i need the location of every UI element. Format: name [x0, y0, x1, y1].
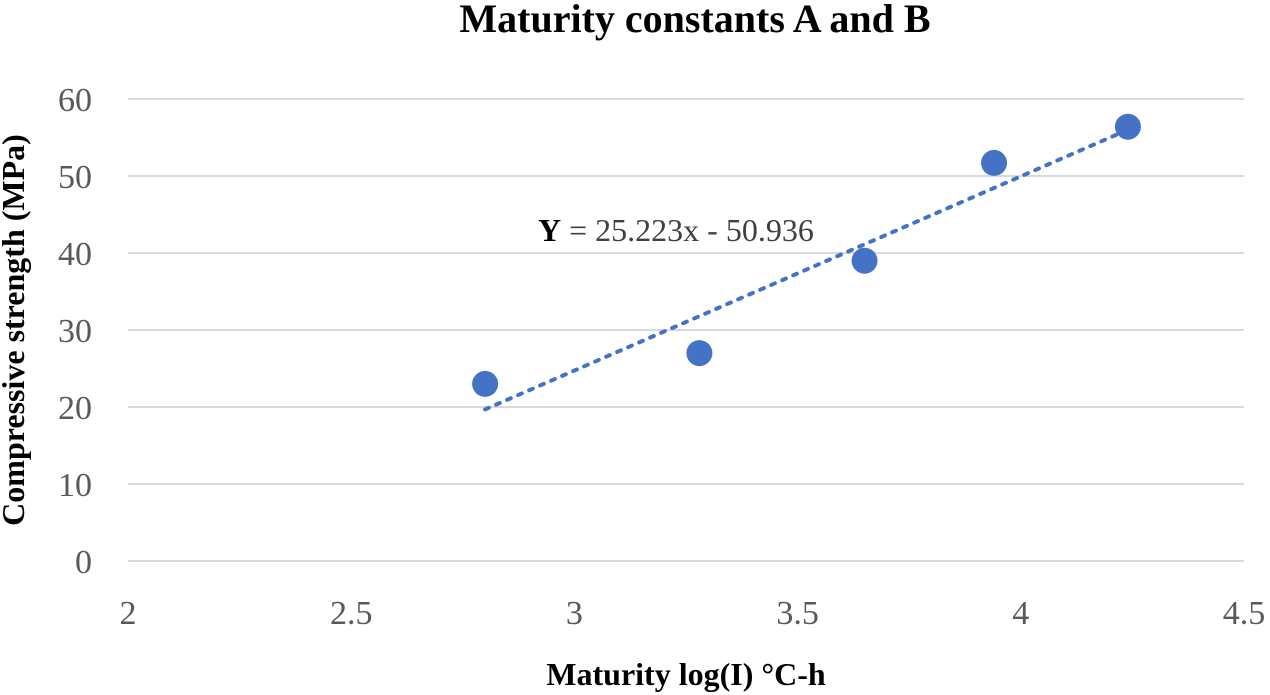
gridlines	[128, 98, 1244, 562]
y-tick-label: 50	[58, 159, 92, 196]
trendline-layer	[483, 127, 1130, 412]
y-tick-label: 40	[58, 236, 92, 273]
y-axis-tick-labels: 0 10 20 30 40 50 60	[58, 82, 92, 581]
x-tick-label: 4.5	[1223, 595, 1266, 632]
y-axis-title: Compressive strength (MPa)	[0, 134, 31, 526]
trendline	[483, 127, 1130, 412]
x-tick-label: 3.5	[776, 595, 819, 632]
data-point	[1114, 113, 1141, 140]
x-axis-title: Maturity log(I) °C-h	[546, 656, 826, 692]
x-tick-label: 2.5	[330, 595, 373, 632]
equation-expression: = 25.223x - 50.936	[561, 212, 814, 248]
data-point	[686, 340, 713, 367]
y-tick-label: 0	[75, 544, 92, 581]
equation-variable: Y	[538, 212, 561, 248]
data-point	[472, 370, 499, 397]
y-tick-label: 60	[58, 82, 92, 119]
x-tick-label: 2	[120, 595, 137, 632]
x-axis-tick-labels: 2 2.5 3 3.5 4 4.5	[120, 595, 1266, 632]
y-tick-label: 10	[58, 467, 92, 504]
y-tick-label: 20	[58, 390, 92, 427]
data-point	[851, 247, 878, 274]
trendline-equation: Y = 25.223x - 50.936	[538, 212, 814, 248]
x-tick-label: 4	[1012, 595, 1029, 632]
data-points	[472, 113, 1141, 397]
data-point	[981, 149, 1008, 176]
x-tick-label: 3	[566, 595, 583, 632]
chart-title: Maturity constants A and B	[459, 0, 930, 41]
y-tick-label: 30	[58, 313, 92, 350]
